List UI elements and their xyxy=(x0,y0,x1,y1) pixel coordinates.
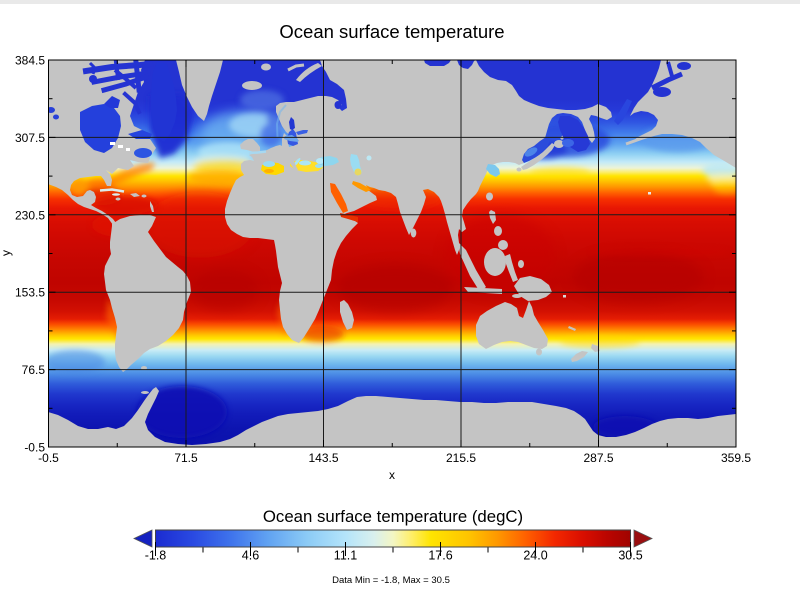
svg-text:-1.8: -1.8 xyxy=(145,549,167,563)
svg-text:359.5: 359.5 xyxy=(721,451,751,465)
svg-text:230.5: 230.5 xyxy=(15,208,45,222)
svg-text:143.5: 143.5 xyxy=(308,451,338,465)
svg-text:24.0: 24.0 xyxy=(523,549,547,563)
svg-text:-0.5: -0.5 xyxy=(24,441,45,455)
svg-text:Data Min = -1.8, Max = 30.5: Data Min = -1.8, Max = 30.5 xyxy=(332,575,450,586)
svg-text:17.6: 17.6 xyxy=(428,549,452,563)
svg-text:4.6: 4.6 xyxy=(242,549,259,563)
svg-text:y: y xyxy=(0,250,13,256)
svg-text:384.5: 384.5 xyxy=(15,54,45,68)
svg-text:Ocean surface temperature (deg: Ocean surface temperature (degC) xyxy=(263,507,523,526)
svg-text:11.1: 11.1 xyxy=(334,549,357,563)
svg-text:-0.5: -0.5 xyxy=(38,451,59,465)
svg-text:x: x xyxy=(389,468,395,482)
svg-text:215.5: 215.5 xyxy=(446,451,476,465)
svg-text:Ocean surface temperature: Ocean surface temperature xyxy=(279,21,504,42)
svg-text:76.5: 76.5 xyxy=(22,363,46,377)
svg-text:71.5: 71.5 xyxy=(174,451,198,465)
svg-text:153.5: 153.5 xyxy=(15,286,45,300)
svg-text:287.5: 287.5 xyxy=(583,451,613,465)
svg-text:30.5: 30.5 xyxy=(618,549,642,563)
svg-text:307.5: 307.5 xyxy=(15,131,45,145)
